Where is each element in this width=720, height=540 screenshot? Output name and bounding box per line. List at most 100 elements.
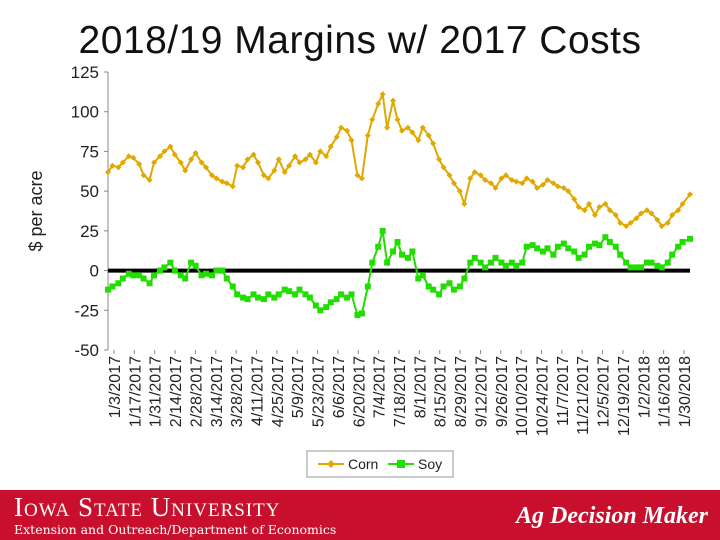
corn-point: [229, 183, 236, 190]
corn-point: [390, 97, 397, 104]
soy-point: [565, 245, 572, 252]
corn-point: [446, 172, 453, 179]
soy-point: [404, 254, 411, 261]
y-tick-label: 125: [71, 63, 99, 82]
corn-point: [306, 151, 313, 158]
soy-point: [130, 272, 137, 279]
corn-point: [182, 167, 189, 174]
soy-point: [596, 242, 603, 249]
corn-point: [151, 159, 158, 166]
corn-point: [513, 178, 520, 185]
corn-point: [544, 177, 551, 184]
soy-point: [440, 283, 447, 290]
soy-point: [390, 248, 397, 255]
corn-point: [317, 148, 324, 155]
soy-point: [534, 245, 541, 252]
soy-point: [260, 296, 267, 303]
soy-point: [296, 286, 303, 293]
corn-point: [633, 215, 640, 222]
soy-point: [419, 272, 426, 279]
corn-point: [254, 159, 261, 166]
corn-point: [669, 211, 676, 218]
soy-point: [369, 259, 376, 266]
corn-point: [430, 140, 437, 147]
x-tick-label: 1/3/2017: [107, 356, 124, 418]
soy-point: [338, 291, 345, 298]
soy-point: [502, 262, 509, 269]
soy-point: [146, 280, 153, 287]
corn-point: [348, 137, 355, 144]
corn-point: [379, 91, 386, 98]
corn-point: [156, 153, 163, 160]
soy-point: [612, 243, 619, 250]
soy-point: [312, 302, 319, 309]
corn-point: [550, 180, 557, 187]
soy-point: [606, 238, 613, 245]
series-layer: [105, 90, 693, 319]
soy-point: [436, 291, 443, 298]
soy-point: [348, 291, 355, 298]
corn-point: [571, 196, 578, 203]
soy-point: [323, 304, 330, 311]
soy-point: [151, 272, 158, 279]
soy-point: [571, 248, 578, 255]
corn-point: [675, 207, 682, 214]
corn-point: [404, 124, 411, 131]
corn-point: [234, 162, 241, 169]
soy-point: [492, 254, 499, 261]
corn-point: [105, 169, 111, 176]
soy-point: [498, 259, 505, 266]
corn-point: [456, 188, 463, 195]
soy-point: [167, 259, 174, 266]
soy-point: [208, 272, 215, 279]
corn-point: [687, 191, 693, 198]
x-tick-label: 8/29/2017: [453, 356, 470, 427]
soy-point: [467, 259, 474, 266]
corn-point: [648, 210, 655, 217]
x-tick-label: 6/20/2017: [351, 356, 368, 427]
soy-point: [219, 267, 226, 274]
legend-corn-marker: [327, 460, 335, 468]
university-wordmark: Iowa State University: [14, 492, 281, 522]
soy-point: [188, 259, 195, 266]
corn-point: [109, 162, 116, 169]
y-axis: -50 -25 0 25 50 75 100 125 $ per acre: [26, 63, 690, 360]
corn-point: [244, 156, 251, 163]
soy-point: [523, 243, 530, 250]
soy-point: [581, 251, 588, 258]
corn-point: [125, 153, 132, 160]
soy-point: [398, 251, 405, 258]
corn-point: [586, 200, 593, 207]
corn-point: [146, 177, 153, 184]
soy-point: [234, 291, 241, 298]
corn-point: [508, 177, 515, 184]
soy-point: [654, 262, 661, 269]
soy-point: [477, 259, 484, 266]
soy-point: [358, 310, 365, 317]
y-tick-label: 50: [80, 182, 99, 201]
corn-point: [275, 156, 282, 163]
corn-point: [565, 188, 572, 195]
x-tick-label: 4/11/2017: [250, 356, 267, 426]
x-tick-label: 1/31/2017: [148, 356, 165, 427]
ag-decision-maker-logo: Ag Decision Maker: [516, 503, 708, 529]
footer-bar: Iowa State University Extension and Outr…: [0, 490, 720, 540]
corn-point: [213, 175, 220, 182]
department-text: Extension and Outreach/Department of Eco…: [14, 522, 337, 537]
corn-point: [627, 219, 634, 226]
chart-title: 2018/19 Margins w/ 2017 Costs: [78, 19, 642, 62]
soy-point: [623, 259, 630, 266]
soy-point: [198, 272, 205, 279]
soy-point: [292, 291, 299, 298]
soy-point: [602, 234, 609, 241]
soy-point: [244, 296, 251, 303]
y-tick-label: -25: [74, 301, 99, 320]
x-tick-label: 4/25/2017: [270, 356, 287, 427]
soy-point: [430, 286, 437, 293]
corn-point: [292, 153, 299, 160]
corn-point: [260, 172, 267, 179]
soy-point: [275, 291, 282, 298]
soy-point: [617, 251, 624, 258]
soy-point: [409, 248, 416, 255]
